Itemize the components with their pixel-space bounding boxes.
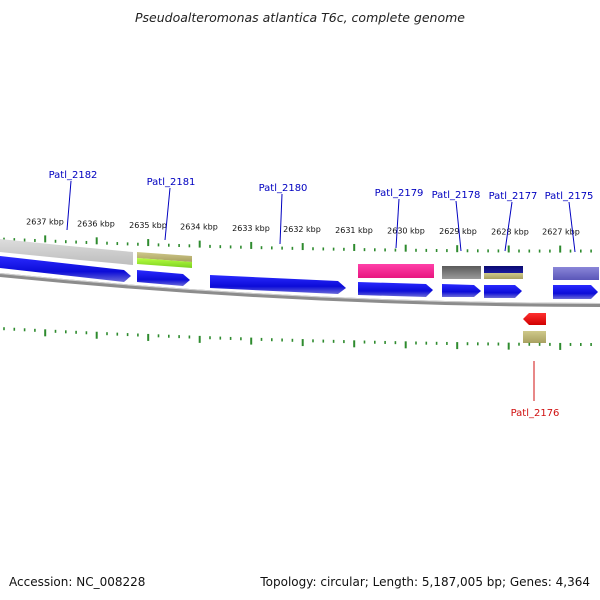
leader-patl-2178 (455, 200, 462, 252)
gene-label-patl-2175: Patl_2175 (545, 191, 594, 202)
cog-band-dark-grey (442, 266, 481, 279)
kbp-label: 2629 kbp (439, 227, 477, 236)
outer-ruler-ticks (3, 235, 592, 253)
gene-label-patl-2179: Patl_2179 (375, 188, 424, 199)
cog-band-pink (358, 264, 434, 278)
kbp-label: 2632 kbp (283, 225, 321, 234)
kbp-label: 2627 kbp (542, 228, 580, 237)
gene-label-patl-2177: Patl_2177 (489, 191, 538, 202)
cog-band-green (137, 258, 192, 268)
cds-arrow-patl-2177 (484, 285, 522, 298)
cds-arrow-patl-2175 (553, 285, 598, 299)
gene-label-patl-2176: Patl_2176 (511, 408, 560, 419)
cds-arrow-patl-2181 (137, 270, 190, 286)
cog-band-olive-reverse (523, 331, 546, 343)
inner-ruler-ticks (3, 327, 592, 350)
cds-arrow-patl-2182 (0, 256, 131, 282)
cog-band-olive (137, 252, 192, 262)
genome-summary-text: Topology: circular; Length: 5,187,005 bp… (260, 575, 590, 589)
cds-arrow-patl-2180 (210, 275, 346, 294)
map-title: Pseudoalteromonas atlantica T6c, complet… (135, 10, 465, 25)
kbp-label: 2630 kbp (387, 227, 425, 236)
leader-patl-2175 (568, 201, 576, 253)
genome-backbone (0, 273, 600, 307)
kbp-label: 2633 kbp (232, 224, 270, 233)
accession-text: Accession: NC_008228 (9, 575, 146, 589)
cog-band-slate (553, 267, 599, 280)
leader-patl-2177 (504, 201, 513, 252)
leader-patl-2182 (66, 180, 72, 231)
kbp-scale: 2637 kbp 2636 kbp 2635 kbp 2634 kbp 2633 kbp… (26, 217, 580, 236)
leader-patl-2181 (164, 187, 171, 241)
kbp-label: 2635 kbp (129, 221, 167, 230)
gene-label-patl-2178: Patl_2178 (432, 190, 481, 201)
kbp-label: 2628 kbp (491, 227, 529, 236)
leader-patl-2180 (279, 193, 283, 245)
cog-band-navy (484, 266, 523, 273)
leader-patl-2179 (395, 198, 400, 249)
cog-band-grey (0, 239, 133, 265)
kbp-label: 2636 kbp (77, 219, 115, 228)
cds-arrow-patl-2179 (358, 282, 433, 297)
cds-arrow-patl-2176 (523, 313, 546, 325)
kbp-label: 2631 kbp (335, 226, 373, 235)
cog-band-olive-2 (484, 273, 523, 279)
kbp-label: 2637 kbp (26, 217, 64, 226)
cds-arrow-patl-2178 (442, 284, 481, 297)
gene-label-patl-2182: Patl_2182 (49, 170, 98, 181)
gene-label-patl-2181: Patl_2181 (147, 177, 196, 188)
genome-backbone-highlight (0, 273, 600, 304)
gene-label-patl-2180: Patl_2180 (259, 183, 308, 194)
kbp-label: 2634 kbp (180, 223, 218, 232)
